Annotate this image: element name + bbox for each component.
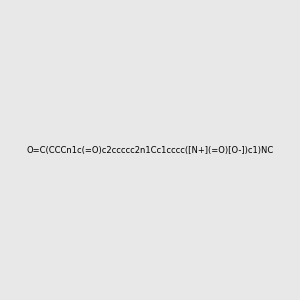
Text: O=C(CCCn1c(=O)c2ccccc2n1Cc1cccc([N+](=O)[O-])c1)NC: O=C(CCCn1c(=O)c2ccccc2n1Cc1cccc([N+](=O)… <box>26 146 274 154</box>
